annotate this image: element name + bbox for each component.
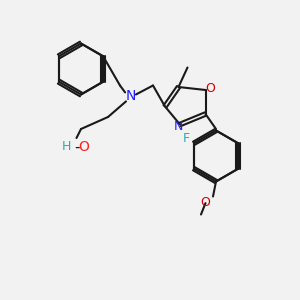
Text: O: O [205, 82, 215, 95]
Text: N: N [125, 89, 136, 103]
Text: O: O [79, 140, 89, 154]
Text: N: N [174, 119, 183, 133]
Text: H: H [61, 140, 71, 154]
Text: F: F [183, 132, 190, 145]
Text: O: O [201, 196, 210, 209]
Text: -: - [74, 140, 80, 155]
